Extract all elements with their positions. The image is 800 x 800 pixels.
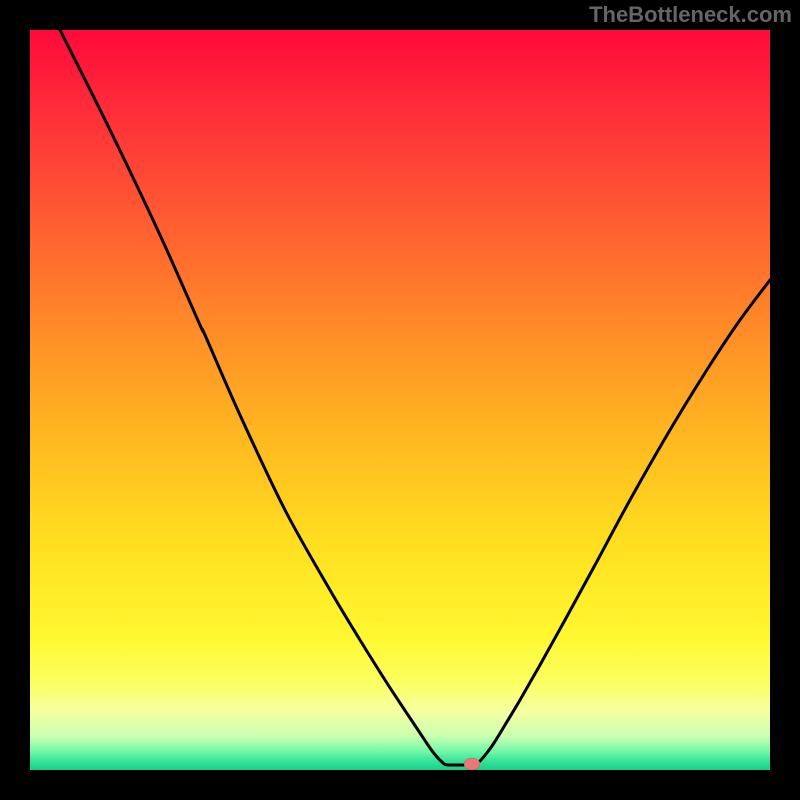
optimal-point-marker	[464, 758, 480, 770]
chart-container: TheBottleneck.com	[0, 0, 800, 800]
gradient-background	[30, 30, 770, 770]
watermark-text: TheBottleneck.com	[589, 2, 792, 28]
bottleneck-chart	[0, 0, 800, 800]
